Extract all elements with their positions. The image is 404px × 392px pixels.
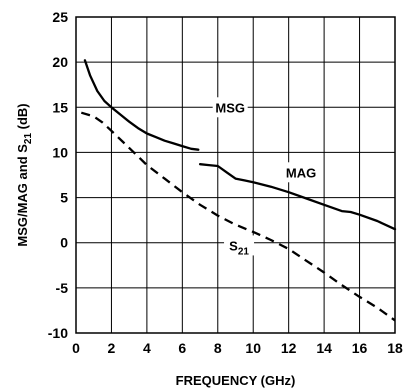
x-tick-label: 10 [245, 340, 261, 356]
x-tick-label: 16 [352, 340, 368, 356]
x-tick-label: 0 [72, 340, 80, 356]
x-tick-labels: 0 2 4 6 8 10 12 14 16 18 [72, 340, 403, 356]
y-axis-label: MSG/MAG and S21 (dB) [15, 103, 34, 246]
series-msg-line [83, 59, 200, 151]
x-tick-label: 6 [178, 340, 186, 356]
annotation-background [212, 97, 248, 118]
x-tick-label: 18 [387, 340, 403, 356]
y-tick-label: 0 [60, 235, 68, 251]
series-mag-line [198, 163, 397, 231]
annotation-background [224, 235, 255, 256]
annotation-msg: MSG [215, 100, 245, 115]
y-tick-label: 10 [52, 144, 68, 160]
y-tick-labels: -10 -5 0 5 10 15 20 25 [48, 9, 68, 341]
x-tick-label: 2 [108, 340, 116, 356]
annotation-layer: MSG MAG S21 [212, 97, 319, 257]
annotation-s21: S21 [229, 238, 249, 257]
y-tick-label: 25 [52, 9, 68, 25]
annotation-s21-subscript: 21 [238, 246, 250, 257]
series-layer [80, 59, 397, 322]
y-tick-label: -5 [56, 280, 69, 296]
plot-frame [75, 16, 396, 334]
x-tick-label: 8 [214, 340, 222, 356]
x-tick-label: 4 [143, 340, 151, 356]
y-tick-label: -10 [48, 325, 68, 341]
x-axis-label: FREQUENCY (GHz) [176, 373, 296, 388]
series-s21-line [80, 111, 396, 322]
x-tick-label: 12 [281, 340, 297, 356]
y-axis-label-tail: (dB) [15, 103, 30, 133]
y-tick-label: 15 [52, 99, 68, 115]
y-tick-label: 5 [60, 190, 68, 206]
annotation-mag: MAG [286, 165, 316, 180]
y-axis-label-main: MSG/MAG and S [15, 144, 30, 247]
annotation-background [283, 162, 319, 183]
annotation-s21-main: S [229, 238, 238, 253]
y-axis-label-subscript: 21 [23, 133, 34, 145]
y-tick-label: 20 [52, 54, 68, 70]
x-tick-label: 14 [316, 340, 332, 356]
